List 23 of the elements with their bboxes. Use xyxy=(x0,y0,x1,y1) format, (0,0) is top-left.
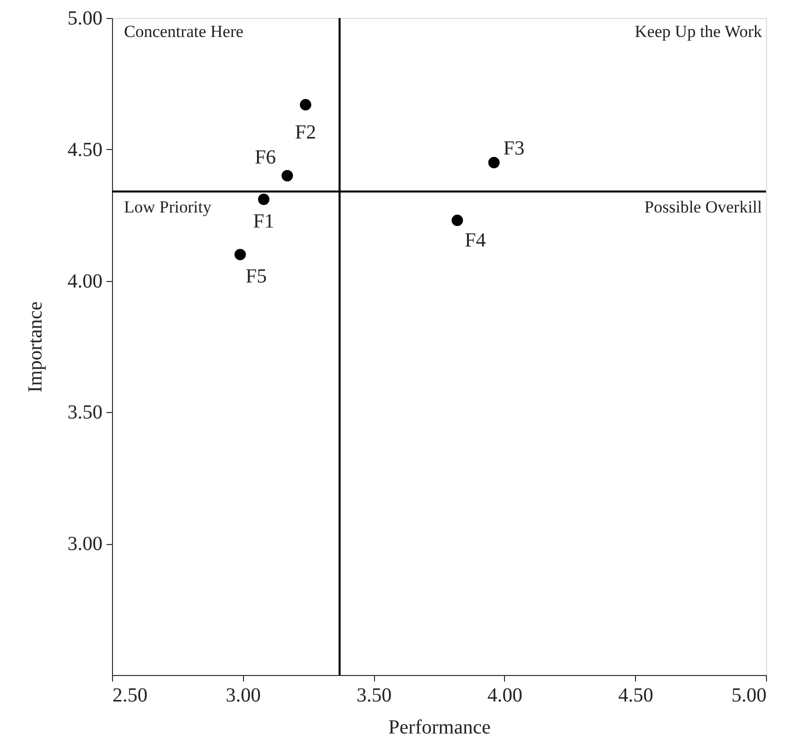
x-axis-title: Performance xyxy=(388,716,491,738)
x-tick-label: 5.00 xyxy=(732,684,766,706)
y-axis-title: Importance xyxy=(24,301,46,393)
y-tick-label: 4.50 xyxy=(68,138,102,161)
annotation: F1 xyxy=(253,210,274,232)
y-tick-label: 5.00 xyxy=(68,8,102,30)
y-tick-label: 4.00 xyxy=(68,270,102,292)
y-tick-label: 3.50 xyxy=(68,402,102,424)
annotation: Low Priority xyxy=(124,197,212,216)
x-tick-label: 3.00 xyxy=(226,684,261,706)
annotation: Possible Overkill xyxy=(644,197,762,216)
x-tick-label: 4.00 xyxy=(487,684,522,706)
y-tick-label: 3.00 xyxy=(68,533,102,556)
x-tick-label: 4.50 xyxy=(618,684,654,706)
annotation: F3 xyxy=(503,138,524,160)
x-tick-label: 2.50 xyxy=(112,684,148,706)
annotation: F5 xyxy=(246,266,267,288)
annotation: Concentrate Here xyxy=(124,22,244,41)
annotation: F2 xyxy=(295,122,316,144)
x-tick-label: 3.50 xyxy=(356,684,392,706)
annotation: F4 xyxy=(464,229,486,252)
annotation: F6 xyxy=(254,146,276,169)
annotation: Keep Up the Work xyxy=(634,22,762,41)
